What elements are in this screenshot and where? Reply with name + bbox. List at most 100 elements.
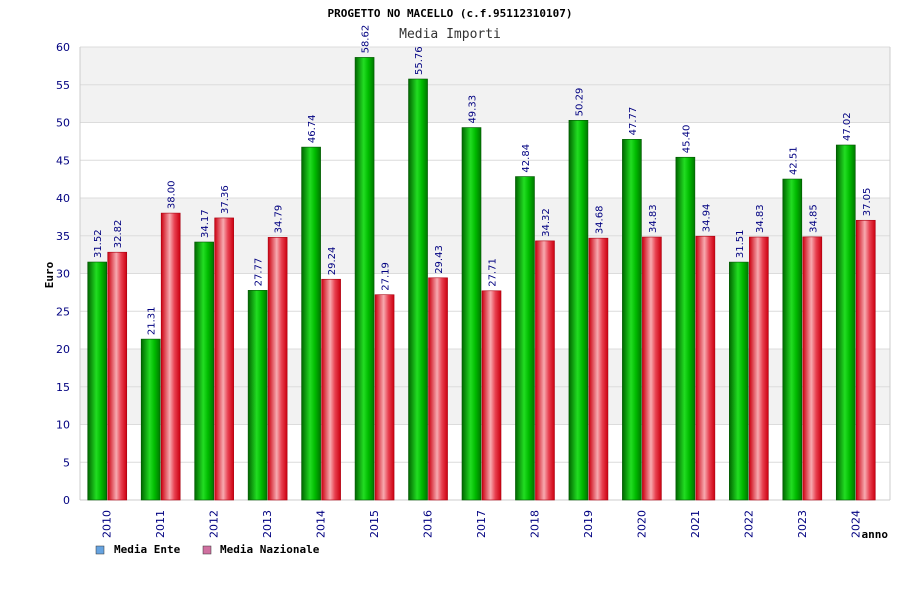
x-tick-label: 2014 — [315, 510, 328, 538]
bar-media-ente — [782, 178, 803, 501]
bar-media-nazionale — [535, 240, 555, 501]
y-tick-label: 45 — [56, 154, 70, 167]
bar-media-nazionale — [695, 235, 716, 501]
data-label: 31.52 — [93, 229, 104, 258]
legend-swatch-nazionale — [202, 545, 212, 555]
x-tick-label: 2018 — [528, 510, 541, 538]
x-tick-label: 2013 — [261, 510, 274, 538]
x-axis-label: anno — [862, 528, 889, 541]
data-label: 47.02 — [842, 112, 853, 141]
y-tick-label: 25 — [56, 305, 70, 318]
bar-media-ente — [675, 156, 696, 501]
data-label: 49.33 — [468, 95, 479, 124]
x-tick-label: 2019 — [582, 510, 595, 538]
bar-media-ente — [140, 338, 161, 501]
bar-media-ente — [461, 127, 482, 501]
data-label: 34.79 — [274, 205, 285, 234]
data-label: 34.83 — [648, 204, 659, 233]
y-tick-label: 10 — [56, 419, 70, 432]
data-label: 45.40 — [681, 125, 692, 154]
y-tick-label: 5 — [63, 456, 70, 469]
bar-media-nazionale — [374, 294, 395, 501]
plot-band — [80, 47, 890, 85]
data-label: 27.19 — [381, 262, 392, 291]
plot-band — [80, 122, 890, 161]
bar-media-ente — [87, 261, 108, 501]
data-label: 55.76 — [414, 46, 425, 75]
data-label: 29.24 — [327, 247, 338, 276]
bars — [87, 57, 876, 501]
data-label: 32.82 — [113, 220, 124, 249]
x-axis-ticks: 2010 2011 2012 2013 2014 2015 2016 2017 2018 2019… — [101, 510, 863, 538]
bar-media-nazionale — [749, 236, 769, 501]
x-tick-label: 2011 — [154, 510, 167, 538]
y-tick-label: 0 — [63, 494, 70, 507]
bar-media-ente — [835, 144, 856, 501]
bar-media-nazionale — [160, 212, 181, 501]
y-axis-label: Euro — [43, 261, 56, 288]
x-tick-label: 2022 — [742, 510, 755, 538]
bar-media-nazionale — [802, 236, 823, 501]
data-label: 37.05 — [862, 188, 873, 217]
x-tick-label: 2012 — [208, 510, 221, 538]
y-tick-label: 30 — [56, 268, 70, 281]
x-tick-label: 2016 — [422, 510, 435, 538]
data-label: 42.84 — [521, 144, 532, 173]
plot-band — [80, 84, 890, 123]
bar-media-ente — [729, 261, 749, 501]
bar-media-nazionale — [107, 251, 128, 501]
data-label: 50.29 — [574, 88, 585, 117]
bar-media-nazionale — [428, 277, 448, 501]
y-tick-label: 50 — [56, 117, 70, 130]
data-label: 34.17 — [200, 209, 211, 238]
data-label: 29.43 — [434, 245, 445, 274]
data-label: 34.83 — [755, 204, 766, 233]
data-label: 37.36 — [220, 185, 231, 214]
y-tick-label: 35 — [56, 230, 70, 243]
chart-subtitle: Media Importi — [399, 27, 501, 42]
legend: Media Ente Media Nazionale — [95, 543, 320, 556]
bar-media-nazionale — [267, 237, 288, 501]
legend-label-ente: Media Ente — [114, 543, 181, 556]
data-label: 34.32 — [541, 208, 552, 237]
y-tick-label: 55 — [56, 79, 70, 92]
x-tick-label: 2023 — [796, 510, 809, 538]
x-tick-label: 2015 — [368, 510, 381, 538]
bar-media-nazionale — [642, 236, 662, 501]
bar-media-ente — [354, 57, 375, 501]
bar-media-ente — [568, 120, 589, 501]
bar-media-ente — [301, 146, 321, 501]
x-tick-label: 2010 — [101, 510, 114, 538]
y-axis-ticks: 0 5 10 15 20 25 30 35 40 45 50 55 60 — [56, 41, 70, 507]
data-label: 34.68 — [594, 206, 605, 235]
data-labels: 31.52 32.82 21.31 38.00 34.17 37.36 27.77 34.79… — [93, 25, 873, 335]
bar-media-ente — [515, 176, 535, 501]
data-label: 38.00 — [167, 180, 178, 209]
chart-title: PROGETTO NO MACELLO (c.f.95112310107) — [327, 7, 572, 20]
x-tick-label: 2020 — [635, 510, 648, 538]
data-label: 58.62 — [361, 25, 372, 54]
y-tick-label: 60 — [56, 41, 70, 54]
bar-media-ente — [408, 78, 428, 501]
y-tick-label: 40 — [56, 192, 70, 205]
bar-media-nazionale — [588, 237, 609, 501]
x-tick-label: 2024 — [849, 510, 862, 538]
bar-media-ente — [247, 290, 268, 501]
x-tick-label: 2021 — [689, 510, 702, 538]
data-label: 47.77 — [628, 107, 639, 136]
bar-media-ente — [622, 139, 642, 501]
data-label: 42.51 — [788, 146, 799, 175]
y-tick-label: 20 — [56, 343, 70, 356]
plot-band — [80, 160, 890, 198]
data-label: 34.85 — [808, 204, 819, 233]
data-label: 21.31 — [147, 306, 158, 335]
bar-media-ente — [194, 241, 214, 501]
bar-media-nazionale — [214, 217, 234, 501]
y-tick-label: 15 — [56, 381, 70, 394]
bar-media-nazionale — [481, 290, 502, 501]
data-label: 34.94 — [701, 204, 712, 233]
data-label: 27.77 — [254, 258, 265, 287]
legend-swatch-ente — [95, 545, 105, 555]
bar-media-nazionale — [855, 219, 876, 501]
